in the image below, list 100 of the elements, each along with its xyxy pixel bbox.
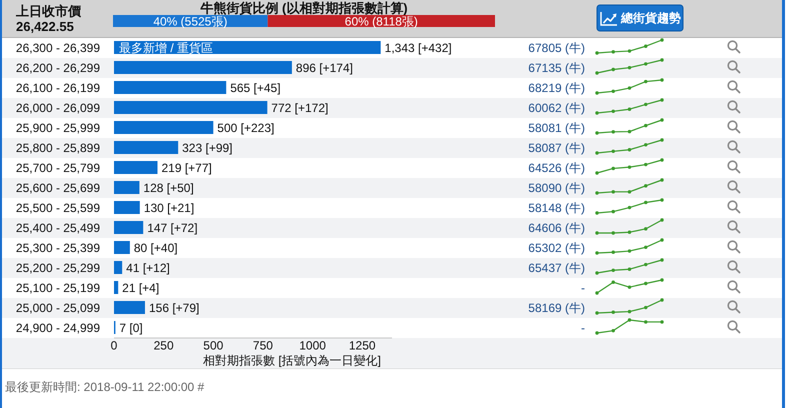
bar <box>114 221 144 234</box>
point <box>660 98 664 102</box>
data-label: 565 [+45] <box>230 80 281 95</box>
point <box>628 268 632 271</box>
point <box>595 291 599 295</box>
point <box>628 165 632 169</box>
point <box>612 328 615 332</box>
point <box>644 246 648 249</box>
chart-title: 牛熊街貨比例 (以相對期指張數計算) <box>199 0 408 16</box>
point <box>628 66 632 70</box>
point <box>595 311 599 315</box>
point <box>612 280 615 284</box>
point <box>628 190 632 194</box>
point <box>595 131 599 135</box>
data-label: 896 [+174] <box>296 60 353 75</box>
x-tick-label: 750 <box>252 338 274 352</box>
point <box>612 166 615 170</box>
data-label: 500 [+223] <box>217 120 274 135</box>
point <box>660 320 664 324</box>
y2-tick-label: 58087 (牛) <box>528 140 585 155</box>
point <box>628 49 632 53</box>
point <box>660 38 664 42</box>
point <box>595 171 599 175</box>
y-tick-label: 24,900 - 24,999 <box>16 320 100 335</box>
point <box>660 118 664 122</box>
point <box>612 90 615 94</box>
point <box>612 268 615 272</box>
point <box>595 71 599 75</box>
y-tick-label: 25,100 - 25,199 <box>16 280 100 295</box>
point <box>612 190 615 194</box>
y-tick-label: 25,200 - 25,299 <box>16 260 100 275</box>
bar <box>114 161 158 174</box>
point <box>595 271 599 275</box>
point <box>595 251 599 255</box>
y-tick-label: 25,400 - 25,499 <box>16 220 100 235</box>
y2-tick-label: 58081 (牛) <box>528 120 585 135</box>
bar <box>114 181 140 194</box>
point <box>660 78 664 82</box>
y-tick-label: 25,300 - 25,399 <box>16 240 100 255</box>
y-tick-label: 25,700 - 25,799 <box>16 160 100 175</box>
point <box>660 58 664 62</box>
point <box>628 285 632 289</box>
data-label: 80 [+40] <box>134 240 178 255</box>
point <box>595 51 599 55</box>
x-tick-label: 250 <box>154 338 174 352</box>
bar <box>114 261 122 274</box>
y2-tick-label: 65302 (牛) <box>528 240 585 255</box>
x-tick-label: 500 <box>203 338 224 352</box>
y-tick-label: 25,600 - 25,699 <box>16 180 100 195</box>
point <box>628 230 632 234</box>
y-tick-label: 25,800 - 25,899 <box>16 140 100 155</box>
bar <box>114 61 292 74</box>
data-label: 40% (5525張) <box>153 14 228 28</box>
text: 26,422.55 <box>16 19 74 34</box>
annotation: 最多新增 / 重貨區 <box>119 41 214 55</box>
point <box>644 143 648 147</box>
point <box>660 298 664 302</box>
data-label: 21 [+4] <box>122 280 160 295</box>
bar <box>114 301 145 314</box>
point <box>595 331 599 335</box>
point <box>644 44 648 48</box>
y2-tick-label: 58090 (牛) <box>528 180 585 195</box>
point <box>660 258 664 262</box>
point <box>660 138 664 142</box>
point <box>595 191 599 195</box>
y-tick-label: 26,200 - 26,299 <box>16 60 100 75</box>
y2-tick-label: 64526 (牛) <box>528 160 585 175</box>
y-tick-label: 25,500 - 25,599 <box>16 200 100 215</box>
point <box>644 184 648 188</box>
point <box>628 148 632 152</box>
bar <box>114 201 140 214</box>
y2-tick-label: 67805 (牛) <box>528 40 585 55</box>
point <box>612 210 615 214</box>
data-label: 41 [+12] <box>126 260 170 275</box>
point <box>595 151 599 155</box>
bar <box>114 281 118 294</box>
point <box>660 158 664 162</box>
point <box>644 62 648 66</box>
bar <box>114 81 226 94</box>
y-tick-label: 25,000 - 25,099 <box>16 300 100 315</box>
y-tick-label: 26,100 - 26,199 <box>16 80 100 95</box>
y2-tick-label: 65437 (牛) <box>528 260 585 275</box>
point <box>612 310 615 314</box>
y2-tick-label: 58169 (牛) <box>528 300 585 315</box>
point <box>660 278 664 282</box>
point <box>644 282 648 286</box>
data-label: 7 [0] <box>119 320 143 335</box>
y2-tick-label: 58148 (牛) <box>528 200 585 215</box>
point <box>628 206 632 210</box>
x-axis-title: 相對期指張數 [括號內為一日變化] <box>202 354 382 368</box>
point <box>628 318 632 322</box>
button[interactable]: 總街貨趨勢 <box>596 4 684 32</box>
bar <box>114 121 214 134</box>
data-label: 1,343 [+432] <box>384 40 452 55</box>
data-label: 128 [+50] <box>143 180 194 195</box>
y-tick-label: 26,300 - 26,399 <box>16 40 100 55</box>
point <box>644 320 648 324</box>
data-label: 147 [+72] <box>147 220 198 235</box>
y2-tick-label: - <box>581 320 585 335</box>
point <box>612 250 615 254</box>
